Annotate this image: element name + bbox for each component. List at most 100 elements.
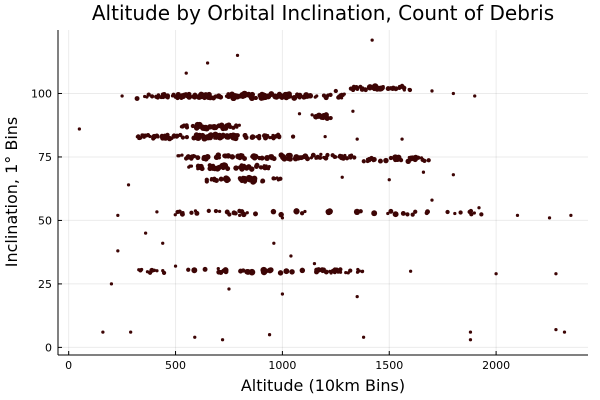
debris-point xyxy=(430,89,434,93)
debris-point xyxy=(181,210,185,215)
debris-point xyxy=(388,155,393,161)
debris-point xyxy=(344,270,348,275)
debris-point xyxy=(337,153,343,158)
debris-point xyxy=(207,94,214,101)
debris-point xyxy=(165,132,170,137)
debris-point xyxy=(360,270,364,274)
debris-point xyxy=(177,154,181,158)
debris-point xyxy=(237,123,241,127)
debris-point xyxy=(264,155,271,161)
debris-point xyxy=(289,269,295,275)
debris-point xyxy=(363,87,368,93)
grid xyxy=(58,30,588,355)
y-tick-label: 75 xyxy=(38,151,52,164)
debris-point xyxy=(338,267,343,272)
debris-point xyxy=(205,134,211,140)
debris-point xyxy=(219,125,223,129)
debris-point xyxy=(213,208,219,214)
debris-point xyxy=(187,94,191,98)
debris-point xyxy=(328,269,332,274)
debris-point xyxy=(320,113,325,118)
debris-point xyxy=(208,163,213,167)
debris-point xyxy=(386,211,390,216)
debris-point xyxy=(405,158,411,165)
debris-point xyxy=(388,208,394,214)
debris-point xyxy=(273,176,277,181)
axes xyxy=(57,30,588,356)
data-points xyxy=(77,38,573,342)
debris-point xyxy=(196,165,202,171)
debris-point xyxy=(253,211,258,217)
debris-point xyxy=(143,94,147,99)
debris-point xyxy=(394,86,399,91)
y-tick-label: 25 xyxy=(38,278,52,291)
debris-point xyxy=(411,155,415,159)
debris-point xyxy=(219,134,225,140)
debris-point xyxy=(215,93,222,99)
y-tick-label: 50 xyxy=(38,214,52,227)
debris-point xyxy=(216,267,220,271)
debris-point xyxy=(173,264,178,268)
debris-point xyxy=(469,212,474,217)
debris-point xyxy=(238,177,243,182)
debris-point xyxy=(143,231,148,235)
debris-point xyxy=(209,124,215,130)
debris-point xyxy=(161,269,165,273)
debris-point xyxy=(186,267,191,272)
debris-point xyxy=(336,270,340,274)
debris-point xyxy=(330,268,336,274)
debris-point xyxy=(400,210,406,216)
debris-point xyxy=(299,211,305,216)
debris-point xyxy=(318,155,323,160)
debris-point xyxy=(204,177,209,182)
debris-point xyxy=(313,95,317,99)
y-tick-label: 100 xyxy=(31,87,52,100)
ticks: 0 500 1000 1500 2000 0 25 50 75 100 xyxy=(31,87,510,372)
debris-point xyxy=(251,155,258,161)
debris-point xyxy=(303,209,307,214)
debris-point xyxy=(285,153,290,157)
debris-point xyxy=(176,93,181,98)
debris-point xyxy=(278,176,283,181)
debris-point xyxy=(241,90,248,98)
debris-point xyxy=(213,178,219,183)
debris-point xyxy=(242,133,248,138)
debris-point xyxy=(402,88,406,92)
debris-point xyxy=(77,127,82,131)
debris-point xyxy=(201,126,206,130)
debris-point xyxy=(155,210,159,214)
debris-point xyxy=(370,38,374,42)
debris-point xyxy=(206,208,211,213)
debris-point xyxy=(278,211,284,218)
debris-point xyxy=(237,209,242,214)
debris-point xyxy=(249,134,256,140)
debris-point xyxy=(235,125,239,129)
debris-point xyxy=(554,272,558,276)
debris-point xyxy=(361,335,366,339)
debris-point xyxy=(324,155,328,159)
debris-point xyxy=(351,109,355,113)
x-axis-title: Altitude (10km Bins) xyxy=(241,376,405,395)
debris-point xyxy=(231,210,237,216)
debris-point xyxy=(349,153,354,159)
debris-point xyxy=(473,94,477,98)
debris-point xyxy=(419,156,424,160)
debris-point xyxy=(451,173,455,177)
debris-point xyxy=(202,92,209,98)
debris-point xyxy=(355,137,359,141)
debris-point xyxy=(216,164,222,171)
debris-point xyxy=(260,178,266,184)
debris-point xyxy=(328,92,333,97)
debris-point xyxy=(283,268,290,275)
x-tick-label: 1500 xyxy=(375,359,403,372)
debris-point xyxy=(399,83,405,88)
debris-point xyxy=(218,176,224,182)
debris-point xyxy=(554,327,558,332)
debris-point xyxy=(515,213,520,217)
debris-point xyxy=(375,85,382,92)
debris-point xyxy=(424,210,429,216)
debris-point xyxy=(268,91,275,98)
debris-point xyxy=(387,178,391,182)
